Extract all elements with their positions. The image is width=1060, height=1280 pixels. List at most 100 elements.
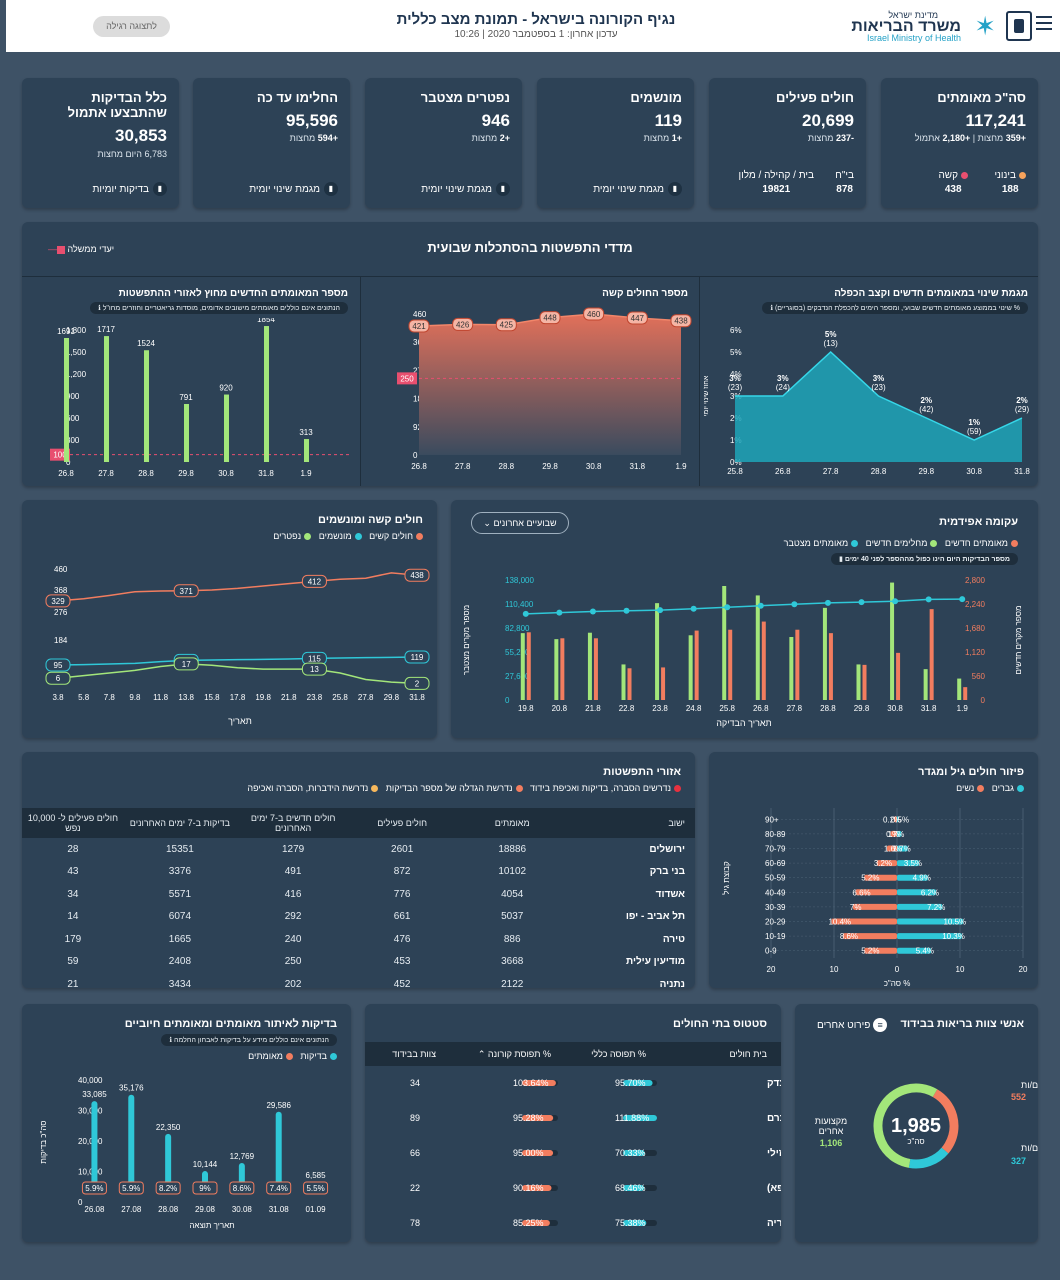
bar-male — [897, 889, 937, 896]
staff-isolation: 22 — [410, 1183, 420, 1193]
value-badge — [404, 568, 430, 582]
period-dropdown[interactable]: שבועיים אחרונים ⌄ — [471, 512, 569, 534]
col-header[interactable]: חולים פעילים — [350, 808, 455, 838]
age-group-label: +90 — [765, 815, 779, 824]
x-tick-label: 24.8 — [686, 704, 702, 713]
bar-tests — [165, 1133, 172, 1188]
data-label: 1854 — [257, 318, 275, 324]
bar-chart-icon: ▮ — [668, 182, 682, 196]
weekly-panel: מדדי התפשטות בהסתכלות שבועית יעדי ממשלה … — [22, 222, 1038, 486]
value-badge — [173, 584, 199, 598]
value-badge — [45, 594, 71, 608]
kpi-ventilated: מונשמים 119 +1 מחצות ▮ מגמת שינוי יומית — [537, 78, 694, 208]
segment-label: אחים/ות — [1021, 1080, 1038, 1090]
bar-tests — [91, 1101, 98, 1188]
weekly-title: מדדי התפשטות בהסתכלות שבועית — [427, 240, 633, 255]
data-label: 2 — [415, 679, 420, 688]
bar-general-occupancy — [623, 1115, 657, 1121]
donut-segment — [873, 1083, 959, 1169]
x-tick-label: 31.8 — [409, 693, 425, 702]
col-header[interactable]: ישוב — [570, 808, 695, 838]
table-cell: 179 — [64, 933, 82, 945]
daily-trend-link[interactable]: ▮ מגמת שינוי יומית — [421, 182, 510, 196]
bar-female — [886, 845, 897, 852]
col-header[interactable]: חולים חדשים ב-7 ימים האחרונים — [235, 808, 351, 838]
bar-new-confirmed — [929, 609, 934, 700]
data-label-female: 5.2% — [861, 947, 879, 956]
kpi-value: 946 — [481, 111, 510, 130]
x-tick-label: 22.8 — [619, 704, 635, 713]
kpi-recovered: החלימו עד כה 95,596 +594 מחצות ▮ מגמת שינ… — [193, 78, 350, 208]
bar-male — [897, 860, 920, 867]
doubling-label: (23) — [728, 383, 743, 392]
x-tick-label: 29.8 — [384, 693, 400, 702]
x-axis-label: % סה"כ — [884, 979, 911, 988]
col-header[interactable]: חולים פעילים ל- 10,000 נפש — [22, 808, 124, 838]
x-tick-label: 27.8 — [358, 693, 374, 702]
corona-occupancy: 95.00% — [513, 1148, 544, 1158]
kpi-sub: +359 מחצות | +2,180 אתמול — [914, 133, 1026, 143]
col-header[interactable]: מאומתים — [454, 808, 571, 838]
x-tick-label: 5.8 — [78, 693, 90, 702]
segment-value: 552 — [1011, 1092, 1026, 1102]
general-occupancy: 95.70% — [615, 1078, 646, 1088]
table-row[interactable]: מודיעין עילית 3668 453 250 2408 59 — [22, 951, 695, 974]
x-tick-label: 28.8 — [871, 467, 887, 476]
bar-male — [897, 816, 899, 823]
city-name: נתניה — [659, 978, 685, 988]
table-row[interactable]: בני ברק 10102 872 491 3376 43 — [22, 861, 695, 884]
severe-ventilated-panel: חולים קשה ומונשמים חולים קשים מונשמים נפ… — [22, 500, 437, 738]
hamburger-menu-icon[interactable] — [1036, 16, 1052, 30]
bar-general-occupancy — [623, 1080, 653, 1086]
general-occupancy: 111.88% — [615, 1113, 649, 1123]
y-tick-label: 0 — [78, 1198, 83, 1207]
table-row[interactable]: נתניה 2122 452 202 3434 21 — [22, 973, 695, 988]
bar-new-confirmed — [526, 632, 531, 700]
bar-corona-occupancy — [522, 1185, 552, 1191]
data-label: 1524 — [137, 339, 155, 348]
bar-tests — [275, 1111, 282, 1188]
table-row[interactable]: תל אביב - יפו 5037 661 292 6074 14 — [22, 906, 695, 929]
kpi-title: החלימו עד כה — [256, 90, 338, 105]
regions-table: ישוב מאומתים חולים פעילים חולים חדשים ב-… — [22, 808, 695, 988]
daily-trend-link[interactable]: ▮ מגמת שינוי יומית — [249, 182, 338, 196]
data-label: 3% — [873, 374, 885, 383]
cumulative-point — [925, 596, 932, 603]
table-row[interactable]: טירה 886 476 240 1665 179 — [22, 928, 695, 951]
table-cell: 1665 — [168, 933, 192, 945]
kpi-value: 20,699 — [802, 111, 854, 130]
y-left-tick: 138,000 — [505, 576, 534, 585]
y-tick-label: 460 — [413, 310, 427, 319]
value-badge — [45, 658, 71, 672]
series-line — [57, 663, 418, 685]
list-icon: ≡ — [873, 1018, 888, 1032]
col-header[interactable]: % תפוסה כללי — [591, 1049, 646, 1059]
y-axis-label: סה"כ בדיקות — [39, 1120, 48, 1163]
bar-male — [897, 903, 943, 910]
data-label-male: 10.5% — [943, 918, 966, 927]
kpi-title: כלל הבדיקות שהתבצעו אתמול — [67, 90, 167, 120]
daily-trend-link[interactable]: ▮ מגמת שינוי יומית — [593, 182, 682, 196]
x-tick-label: 30.8 — [966, 467, 982, 476]
table-row[interactable]: אשדוד 4054 776 416 5571 34 — [22, 883, 695, 906]
col-header[interactable]: בדיקות ב-7 ימים האחרונים — [123, 808, 236, 838]
staff-isolation: 66 — [410, 1148, 420, 1158]
regular-view-button[interactable]: לתצוגה רגילה — [93, 16, 170, 37]
bar-new-confirmed — [828, 633, 833, 700]
value-badge — [670, 314, 692, 328]
col-header[interactable]: צוות בבידוד — [392, 1049, 436, 1059]
y-tick-label: 0% — [730, 458, 742, 467]
y-tick-label: 1,500 — [66, 348, 87, 357]
table-cell: 2122 — [501, 978, 524, 988]
value-badge — [404, 650, 430, 664]
x-tick-label: 25.8 — [727, 467, 743, 476]
staff-isolation: 78 — [410, 1218, 420, 1228]
bar-new-confirmed — [694, 630, 699, 700]
kpi-title: חולים פעילים — [776, 90, 854, 105]
col-header[interactable]: בית חולים — [729, 1049, 767, 1059]
col-header[interactable]: % תפוסת קורונה ⌃ — [477, 1049, 551, 1059]
table-row[interactable]: ירושלים 18886 2601 1279 15351 28 — [22, 838, 695, 861]
other-breakdown-button[interactable]: ≡ פירוט אחרים — [817, 1018, 888, 1032]
daily-tests-link[interactable]: ▮ בדיקות יומיות — [93, 182, 167, 196]
sv-title: חולים קשה ומונשמים — [318, 514, 423, 526]
